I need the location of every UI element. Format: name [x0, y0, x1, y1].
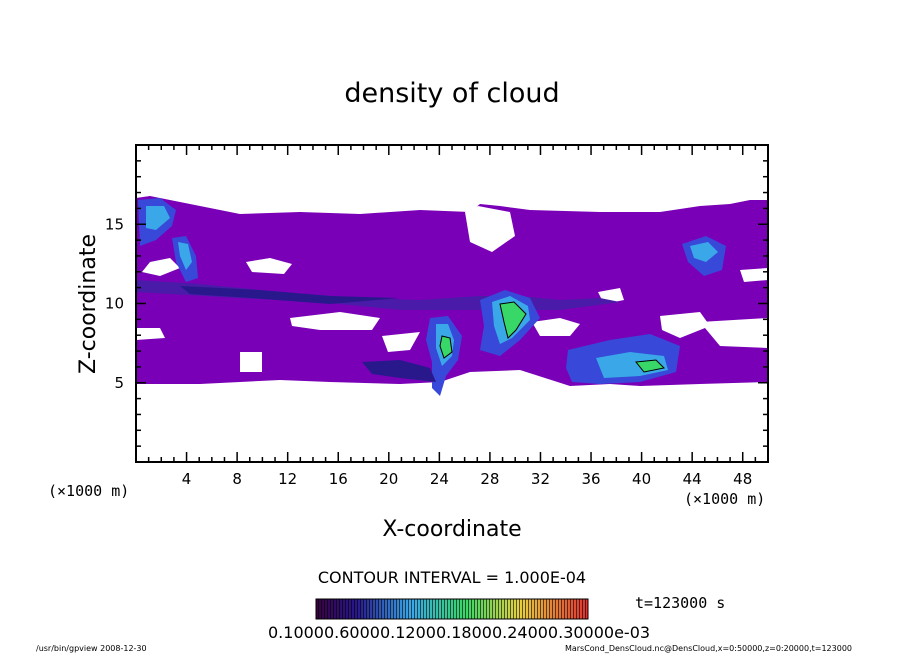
x-tick-label: 16 — [329, 470, 348, 488]
x-tick-label: 8 — [232, 470, 242, 488]
gap-region — [246, 258, 292, 274]
footer-left: /usr/bin/gpview 2008-12-30 — [36, 644, 147, 653]
y-tick-label: 15 — [105, 215, 124, 233]
x-tick-label: 32 — [531, 470, 550, 488]
x-tick-label: 4 — [182, 470, 192, 488]
x-axis-label: X-coordinate — [382, 517, 521, 542]
x-tick-label: 48 — [733, 470, 752, 488]
footer-right: MarsCond_DensCloud.nc@DensCloud,x=0:5000… — [565, 644, 852, 653]
x-tick-label: 12 — [278, 470, 297, 488]
gap-region — [290, 312, 380, 330]
filament-region — [180, 286, 400, 304]
y-axis-unit: (×1000 m) — [48, 482, 129, 500]
x-tick-label: 40 — [632, 470, 651, 488]
gap-region — [532, 318, 580, 336]
x-tick-label: 24 — [430, 470, 449, 488]
gap-region — [382, 332, 420, 352]
gap-region — [136, 328, 165, 340]
y-axis-ticks: 5 10 15 — [105, 160, 768, 447]
peak-region — [499, 301, 527, 339]
x-tick-label: 44 — [683, 470, 702, 488]
time-label: t=123000 s — [635, 594, 725, 612]
colorbar-labels: 0.10000.60000.12000.18000.24000.30000e-0… — [268, 623, 650, 642]
x-tick-label: 20 — [379, 470, 398, 488]
x-tick-label: 28 — [480, 470, 499, 488]
peak-region — [635, 359, 666, 373]
contour-field — [136, 196, 768, 396]
gap-region — [142, 258, 180, 276]
colorbar-frame — [315, 598, 589, 620]
gap-region — [240, 352, 262, 372]
y-axis-label: Z-coordinate — [76, 234, 101, 374]
x-tick-label: 36 — [581, 470, 600, 488]
peak-region — [690, 242, 718, 262]
peak-region — [178, 242, 192, 270]
gap-region — [740, 268, 768, 282]
x-axis-ticks: 4 8 12 16 20 24 28 32 36 40 44 48 — [147, 145, 757, 488]
gap-region — [660, 312, 710, 338]
x-axis-unit: (×1000 m) — [684, 490, 765, 508]
peak-region — [362, 360, 436, 382]
gap-region — [465, 206, 515, 252]
y-tick-label: 5 — [114, 374, 124, 392]
peak-region — [439, 335, 453, 359]
contour-interval-label: CONTOUR INTERVAL = 1.000E-04 — [318, 568, 586, 587]
gap-region — [700, 318, 768, 348]
peak-region — [146, 206, 170, 230]
chart-title: density of cloud — [344, 78, 559, 109]
cloud-layer-region — [136, 196, 768, 386]
colorbar-levels — [316, 599, 588, 619]
peak-region — [596, 352, 668, 378]
y-tick-label: 10 — [105, 295, 124, 313]
